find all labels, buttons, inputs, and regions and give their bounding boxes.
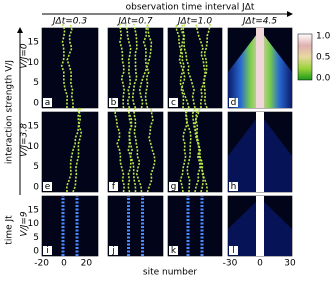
panel-letter: h [231,182,237,192]
x-tick-label: -30 [223,259,238,269]
center-column [256,28,264,108]
y-axis-label: interaction strength V/J [5,60,15,164]
column-title: JΔt=1.0 [176,17,212,27]
y-tick-label: 5 [33,78,39,88]
column-title: JΔt=0.3 [51,17,87,27]
panel-letter: d [231,98,237,108]
colorbar-tick-label: 1.0 [316,32,330,42]
y-tick-label: 15 [28,38,39,48]
x-tick-label: 30 [284,259,296,269]
panel-letter: e [45,182,51,192]
panel-letter: i [46,246,49,256]
time-label: time Jt [5,215,15,245]
center-column [256,112,264,192]
y-tick-label: 0 [33,99,39,109]
x-tick-label: 0 [61,259,67,269]
y-tick-label: 0 [33,183,39,193]
column-title: JΔt=4.5 [241,17,277,27]
figure-title: observation time interval JΔt [126,3,255,13]
panel-letter: k [171,246,177,256]
y-tick-label: 10 [28,219,40,229]
y-tick-label: 15 [28,206,39,216]
x-tick-label: 0 [257,259,263,269]
x-axis-label: site number [143,268,198,278]
y-tick-label: 10 [28,142,40,152]
colorbar [298,34,312,80]
y-tick-label: 10 [28,58,40,68]
panel-letter: c [171,98,176,108]
panel-letter: g [171,182,177,192]
x-tick-label: -20 [34,259,49,269]
y-tick-label: 5 [33,233,39,243]
heatmap [42,112,98,192]
y-tick-label: 0 [33,247,39,257]
panel-letter: a [45,98,51,108]
panel-letter: j [111,246,115,256]
center-column [256,196,264,256]
panel-letter: b [111,98,117,108]
heatmap [168,28,222,108]
colorbar-tick-label: 0.0 [316,74,330,84]
panel-letter: l [232,246,235,256]
y-tick-label: 5 [33,162,39,172]
y-tick-label: 15 [28,122,39,132]
colorbar-tick-label: 0.5 [316,53,330,63]
heatmap [108,28,163,108]
x-tick-label: 20 [81,259,93,269]
